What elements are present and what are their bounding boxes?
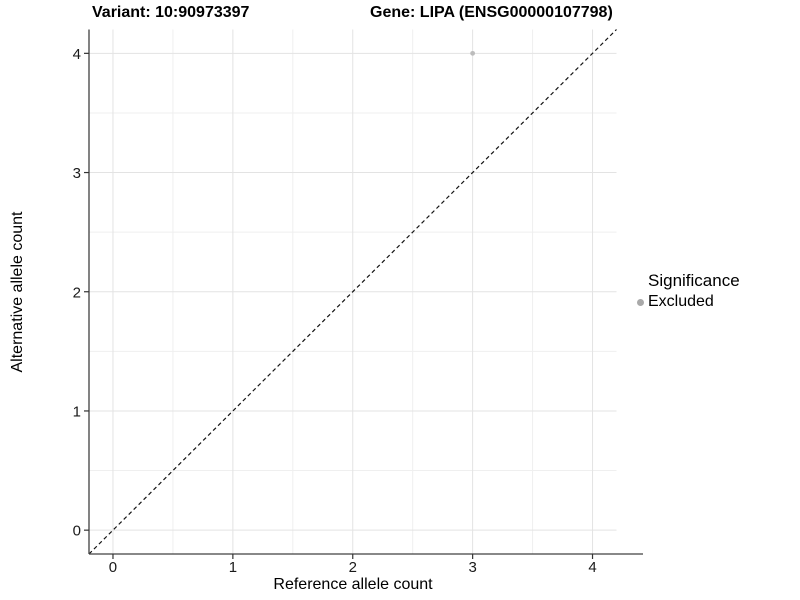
x-tick-label: 3 — [468, 559, 476, 576]
x-tick-label: 2 — [349, 559, 357, 576]
legend-item-excluded: Excluded — [637, 293, 740, 311]
x-tick-label: 4 — [588, 559, 596, 576]
x-tick-label: 0 — [109, 559, 117, 576]
y-tick-label: 3 — [73, 165, 81, 182]
data-point — [470, 50, 476, 56]
x-axis-title: Reference allele count — [273, 576, 433, 593]
y-tick-label: 2 — [73, 284, 81, 301]
legend-title: Significance — [648, 271, 740, 290]
identity-line — [88, 29, 617, 555]
plot-title-variant: Variant: 10:90973397 — [92, 4, 250, 21]
excluded-point-swatch — [637, 298, 644, 306]
plot-title-gene: Gene: LIPA (ENSG00000107798) — [370, 4, 613, 21]
x-tick-label: 1 — [229, 559, 237, 576]
y-tick-label: 0 — [73, 523, 81, 540]
y-axis-title: Alternative allele count — [9, 211, 26, 373]
legend: Significance Excluded — [637, 271, 740, 311]
y-tick-label: 4 — [73, 46, 81, 63]
y-tick-label: 1 — [73, 403, 81, 420]
legend-item-label: Excluded — [648, 293, 714, 310]
